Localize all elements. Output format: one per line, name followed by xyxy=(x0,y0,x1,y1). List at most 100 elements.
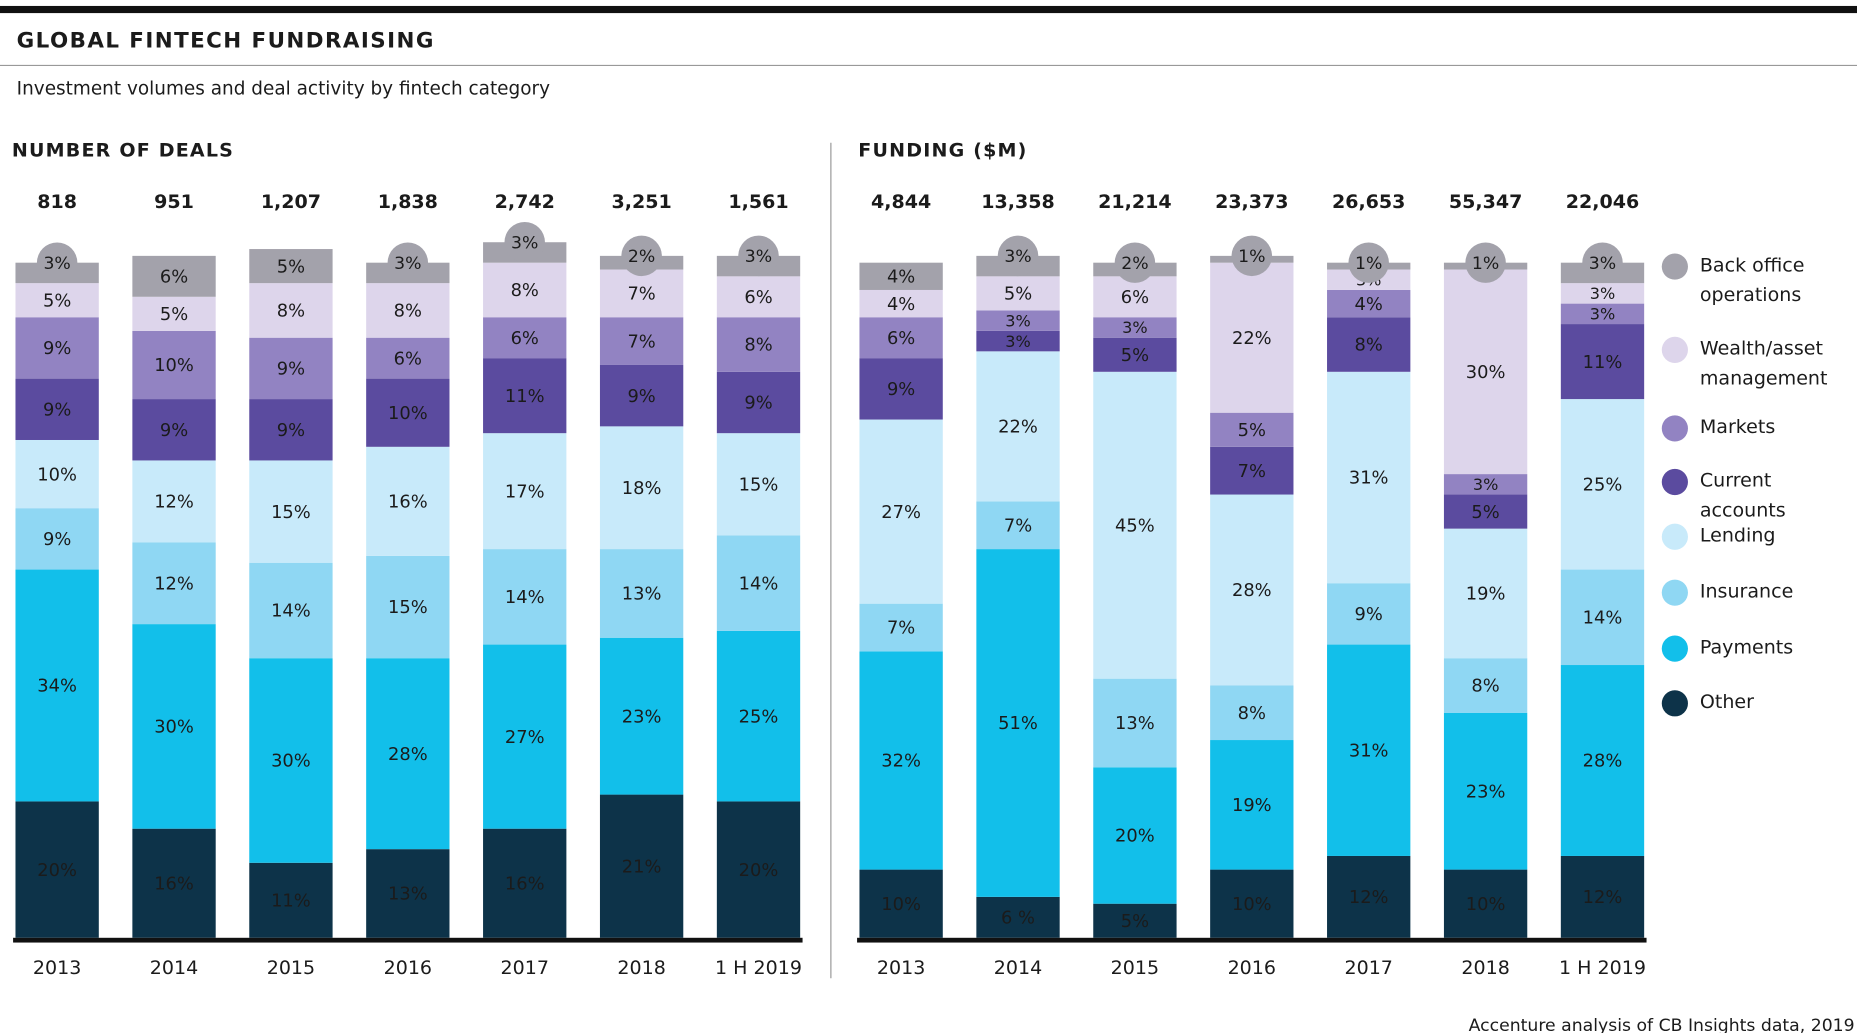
total-label: 21,214 xyxy=(1098,191,1171,213)
legend-entry: Current accounts xyxy=(1700,469,1786,521)
value-label: 1% xyxy=(1472,254,1499,274)
bar-segment xyxy=(976,330,1060,352)
value-label: 6% xyxy=(160,267,188,288)
value-label: 28% xyxy=(1583,751,1623,772)
legend-swatch xyxy=(1661,523,1688,550)
bar-segment xyxy=(366,555,450,659)
value-label: 9% xyxy=(277,359,305,380)
value-label: 12% xyxy=(154,492,194,513)
bar-segment xyxy=(599,637,684,795)
value-label: 15% xyxy=(271,502,311,523)
label-bubble xyxy=(387,242,429,283)
value-label: 14% xyxy=(1583,607,1623,628)
x-tick-label: 2017 xyxy=(500,957,548,979)
bar-segment xyxy=(249,460,333,563)
value-label: 13% xyxy=(388,884,428,905)
value-label: 30% xyxy=(1466,362,1506,383)
value-label: 9% xyxy=(744,393,772,414)
subtitle: Investment volumes and deal activity by … xyxy=(17,78,550,99)
value-label: 4% xyxy=(1355,294,1383,315)
bar-segment xyxy=(483,358,567,434)
value-label: 5% xyxy=(160,304,188,325)
title: GLOBAL FINTECH FUNDRAISING xyxy=(17,29,435,54)
x-tick-label: 2018 xyxy=(617,957,665,979)
bar-segment xyxy=(366,378,450,447)
x-tick-label: 1 H 2019 xyxy=(1559,957,1646,979)
bar-segment xyxy=(599,794,684,938)
bar-segment xyxy=(366,849,450,938)
bar-segment xyxy=(483,828,567,938)
value-label: 7% xyxy=(887,618,915,639)
value-label: 10% xyxy=(154,355,194,376)
value-label: 10% xyxy=(388,403,428,424)
legend-swatch xyxy=(1661,579,1688,606)
value-label: 10% xyxy=(881,894,921,915)
value-label: 14% xyxy=(505,587,545,608)
legend-entry: Payments xyxy=(1700,636,1793,659)
value-label: 25% xyxy=(739,706,779,727)
value-label: 18% xyxy=(622,478,662,499)
total-label: 55,347 xyxy=(1449,191,1522,213)
legend-entry: Lending xyxy=(1700,524,1776,547)
label-bubble xyxy=(1114,242,1156,283)
bar-segment xyxy=(1093,317,1177,338)
legend-entry: Other xyxy=(1700,690,1754,713)
label-bubble xyxy=(1582,242,1623,283)
value-label: 13% xyxy=(1115,713,1155,734)
value-label: 3% xyxy=(511,233,538,253)
legend-label: Insurance xyxy=(1699,579,1794,603)
bar-segment xyxy=(1327,644,1411,856)
bar-segment xyxy=(716,433,801,536)
bar-segment xyxy=(249,337,333,400)
baseline xyxy=(13,937,803,943)
value-label: 9% xyxy=(1355,604,1383,625)
bar-segment xyxy=(716,371,801,434)
bar-segment xyxy=(1443,474,1528,495)
bar-segment xyxy=(249,249,333,284)
label-bubble xyxy=(738,235,779,277)
bar-segment xyxy=(859,289,943,318)
value-label: 5% xyxy=(1471,502,1499,523)
bar-segment xyxy=(1443,494,1528,529)
value-label: 3% xyxy=(745,247,772,267)
bar-segment xyxy=(132,828,216,938)
x-tick-label: 2016 xyxy=(1228,957,1276,979)
bar-segment xyxy=(1560,303,1645,325)
value-label: 5% xyxy=(1238,420,1266,441)
value-label: 3% xyxy=(1005,311,1030,330)
bar-segment xyxy=(1210,412,1294,447)
value-label: 5% xyxy=(1121,911,1149,932)
bar-segment xyxy=(716,317,801,372)
legend-entry: Wealth/asset management xyxy=(1700,337,1828,389)
bar-segment xyxy=(1210,262,1294,413)
bar-segment xyxy=(859,651,943,870)
bar-segment xyxy=(976,310,1060,331)
bar-segment xyxy=(132,542,216,625)
bar-segment xyxy=(859,317,943,359)
bar-segment xyxy=(483,549,567,645)
value-label: 10% xyxy=(1466,894,1506,915)
top-rule xyxy=(0,5,1857,14)
bar-segment xyxy=(483,262,567,318)
value-label: 7% xyxy=(1004,515,1032,536)
legend-label: Markets xyxy=(1699,415,1776,438)
value-label: 3% xyxy=(1589,254,1616,274)
value-label: 6% xyxy=(394,348,422,369)
label-bubble xyxy=(621,235,662,277)
bar-segment xyxy=(132,330,216,400)
value-label: 22% xyxy=(998,417,1038,438)
bar-segment xyxy=(15,439,99,509)
value-label: 7% xyxy=(627,331,655,352)
value-label: 23% xyxy=(1466,781,1506,802)
value-label: 7% xyxy=(627,284,655,305)
value-label: 11% xyxy=(1583,352,1623,373)
legend-entry: Insurance xyxy=(1699,579,1794,603)
total-label: 4,844 xyxy=(871,191,931,213)
bar-segment xyxy=(132,255,216,297)
bar-segment xyxy=(15,801,99,938)
bar-segment xyxy=(859,358,943,420)
value-label: 6% xyxy=(744,287,772,308)
value-label: 8% xyxy=(277,301,305,322)
value-label: 8% xyxy=(744,335,772,356)
value-label: 16% xyxy=(505,873,545,894)
